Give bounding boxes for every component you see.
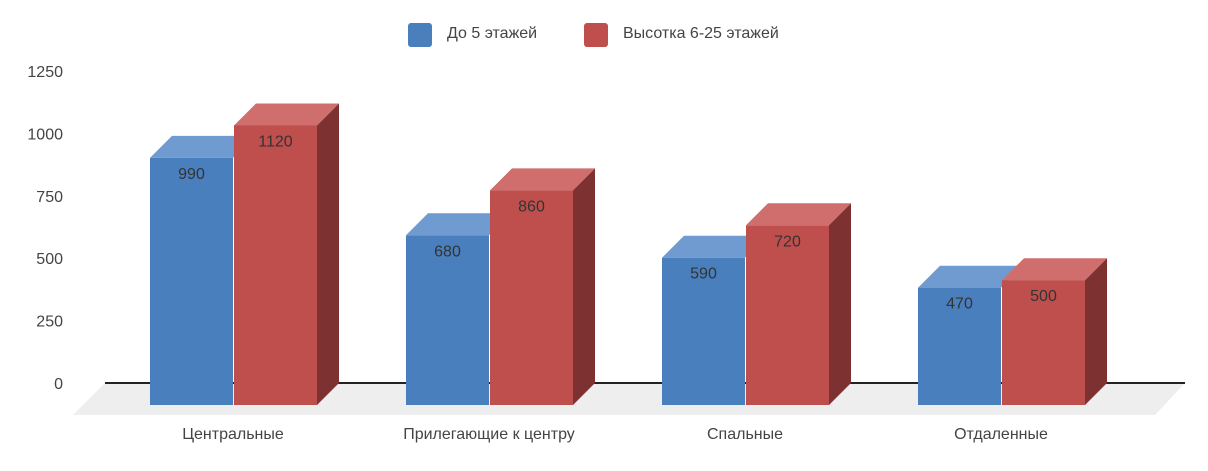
x-category-label: Прилегающие к центру (403, 426, 575, 443)
bars: 990 680 590 470 1120 860 720 500 (150, 103, 1107, 405)
bar (662, 257, 745, 405)
chart-floor (73, 383, 1185, 415)
bar-value-label: 1120 (258, 133, 293, 150)
x-category-label: Спальные (707, 426, 783, 443)
x-axis: Центральные Прилегающие к центру Спальные О… (182, 426, 1048, 443)
bar-top-face (406, 213, 511, 236)
bar (918, 287, 1001, 405)
bar (490, 190, 573, 405)
bar-value-label: 470 (946, 296, 973, 313)
y-tick-label: 1000 (27, 126, 63, 143)
bar (406, 235, 489, 405)
bar-group: 720 (746, 203, 851, 405)
bar-side-face (829, 203, 851, 405)
bar (1002, 280, 1085, 405)
legend-swatch (408, 23, 432, 47)
bar-side-face (1085, 258, 1107, 405)
bar-group: 1120 (234, 103, 339, 405)
bar-top-face (662, 235, 767, 258)
bar-group: 470 (918, 265, 1023, 405)
x-category-label: Центральные (182, 426, 284, 443)
bar-top-face (490, 168, 595, 191)
y-axis: 0 250 500 750 1000 1250 (27, 64, 63, 393)
bar-group: 680 (406, 213, 511, 405)
bar-group: 590 (662, 235, 767, 405)
legend: До 5 этажей Высотка 6-25 этажей (408, 23, 779, 47)
bar (746, 225, 829, 405)
bar-top-face (918, 265, 1023, 288)
bar-value-label: 990 (178, 166, 205, 183)
legend-swatch (584, 23, 608, 47)
y-tick-label: 750 (36, 189, 63, 206)
bar-top-face (746, 203, 851, 226)
bar-value-label: 680 (434, 243, 461, 260)
bar (234, 125, 317, 405)
bar-value-label: 500 (1030, 288, 1057, 305)
bar-top-face (234, 103, 339, 126)
bar-side-face (573, 168, 595, 405)
bar-top-face (150, 135, 255, 158)
y-tick-label: 1250 (27, 64, 63, 81)
y-tick-label: 500 (36, 251, 63, 268)
bar-value-label: 720 (774, 233, 801, 250)
bar-value-label: 860 (518, 198, 545, 215)
bar-group: 500 (1002, 258, 1107, 405)
bar-value-label: 590 (690, 266, 717, 283)
bar-top-face (1002, 258, 1107, 281)
legend-label: Высотка 6-25 этажей (623, 25, 779, 42)
x-category-label: Отдаленные (954, 426, 1048, 443)
legend-label: До 5 этажей (447, 25, 537, 42)
bar-group: 990 (150, 135, 255, 405)
y-tick-label: 0 (54, 376, 63, 393)
bar-side-face (317, 103, 339, 405)
bar (150, 157, 233, 405)
bar-group: 860 (490, 168, 595, 405)
y-tick-label: 250 (36, 314, 63, 331)
